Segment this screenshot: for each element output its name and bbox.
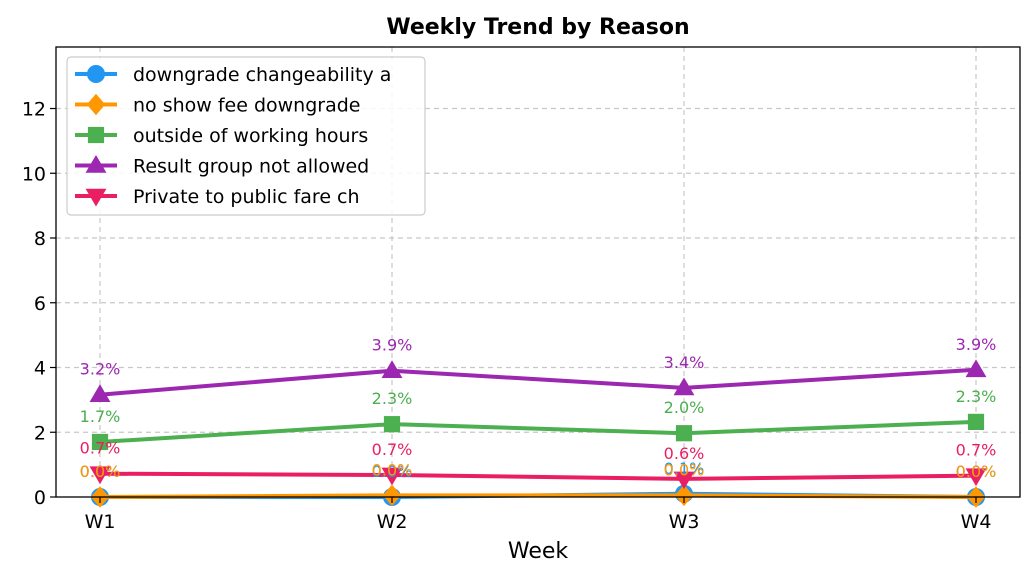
series-line-outside-of-working-hours (98, 419, 978, 444)
y-tick-label: 8 (34, 228, 46, 250)
legend-label: downgrade changeability a (133, 64, 391, 86)
y-tick-label: 0 (34, 487, 46, 509)
legend-label: Result group not allowed (133, 156, 369, 178)
chart-title: Weekly Trend by Reason (386, 15, 689, 40)
data-label-outside-of-working-hours: 2.0% (664, 398, 705, 417)
data-label-no-show-fee-downgrade: 0.0% (956, 462, 997, 481)
series-result-group-not-allowed (89, 359, 987, 403)
legend-item-result-group-not-allowed: Result group not allowed (75, 155, 369, 178)
y-tick-label: 2 (34, 422, 46, 444)
data-label-downgrade-changeability-a: 0.0% (956, 462, 997, 481)
data-label-downgrade-changeability-a: 0.0% (80, 462, 121, 481)
data-point-result-group-not-allowed (673, 377, 695, 396)
series-no-show-fee-downgrade (90, 484, 986, 508)
series-private-to-public-fare-ch (89, 466, 987, 490)
data-point-private-to-public-fare-ch (673, 471, 695, 490)
y-tick-label: 4 (34, 358, 46, 380)
legend-item-no-show-fee-downgrade: no show fee downgrade (75, 93, 361, 117)
data-label-downgrade-changeability-a: 0.0% (372, 462, 413, 481)
data-label-result-group-not-allowed: 3.9% (956, 335, 997, 354)
data-label-no-show-fee-downgrade: 0.0% (80, 462, 121, 481)
x-tick-label: W4 (961, 511, 992, 533)
legend: downgrade changeability a no show fee dow… (66, 56, 426, 216)
series-line-private-to-public-fare-ch (98, 471, 978, 481)
legend-item-outside-of-working-hours: outside of working hours (75, 125, 368, 147)
data-point-result-group-not-allowed (89, 384, 111, 403)
data-label-result-group-not-allowed: 3.9% (372, 336, 413, 355)
grid (56, 47, 1020, 497)
data-point-result-group-not-allowed (965, 359, 987, 378)
data-point-private-to-public-fare-ch (89, 466, 111, 485)
data-point-outside-of-working-hours (967, 413, 985, 430)
x-tick-label: W3 (669, 511, 700, 533)
legend-label: outside of working hours (133, 125, 368, 147)
data-point-outside-of-working-hours (383, 416, 401, 433)
data-point-no-show-fee-downgrade (382, 484, 402, 507)
data-point-private-to-public-fare-ch (381, 467, 403, 486)
legend-label: no show fee downgrade (133, 95, 361, 117)
legend-item-private-to-public-fare-ch: Private to public fare ch (75, 186, 360, 208)
series-line-no-show-fee-downgrade (98, 493, 978, 499)
data-point-outside-of-working-hours (91, 433, 109, 451)
legend-marker (87, 126, 105, 144)
data-label-downgrade-changeability-a: 0.1% (664, 459, 705, 478)
axis-ticks: 0 2 4 6 8 10 12 W1 W2 W3 W4 (22, 99, 992, 533)
data-label-private-to-public-fare-ch: 0.7% (372, 440, 413, 459)
data-label-result-group-not-allowed: 3.2% (80, 360, 121, 379)
data-label-private-to-public-fare-ch: 0.7% (956, 441, 997, 460)
y-tick-label: 6 (34, 293, 46, 315)
legend-marker (86, 93, 106, 116)
legend-frame (66, 56, 426, 216)
data-label-outside-of-working-hours: 2.3% (956, 387, 997, 406)
data-point-outside-of-working-hours (675, 425, 693, 442)
data-label-result-group-not-allowed: 3.4% (664, 353, 705, 372)
data-label-no-show-fee-downgrade: 0.0% (664, 460, 705, 479)
x-axis-title: Week (508, 539, 569, 564)
legend-marker (85, 155, 107, 173)
data-label-outside-of-working-hours: 2.3% (372, 389, 413, 408)
legend-marker (87, 65, 105, 83)
data-label-no-show-fee-downgrade: 0.0% (372, 460, 413, 479)
data-labels: 0.0% 0.0% 0.1% 0.0%0.0% 0.0% 0.0% 0.0%1.7%2.3%… (80, 335, 997, 481)
data-label-private-to-public-fare-ch: 0.7% (80, 439, 121, 458)
x-tick-label: W2 (377, 511, 408, 533)
x-tick-label: W1 (85, 511, 116, 533)
series-outside-of-working-hours (91, 413, 985, 451)
series-line-result-group-not-allowed (98, 367, 978, 397)
series-layer (89, 359, 987, 508)
data-label-private-to-public-fare-ch: 0.6% (664, 444, 705, 463)
data-point-result-group-not-allowed (381, 360, 403, 379)
data-point-private-to-public-fare-ch (965, 468, 987, 487)
y-tick-label: 10 (22, 163, 46, 185)
legend-label: Private to public fare ch (133, 186, 360, 208)
data-point-no-show-fee-downgrade (674, 484, 694, 507)
legend-item-downgrade-changeability-a: downgrade changeability a (75, 64, 391, 86)
plot-frame (55, 46, 1021, 498)
legend-marker (85, 188, 107, 207)
y-tick-label: 12 (22, 99, 46, 121)
data-label-outside-of-working-hours: 1.7% (80, 407, 121, 426)
